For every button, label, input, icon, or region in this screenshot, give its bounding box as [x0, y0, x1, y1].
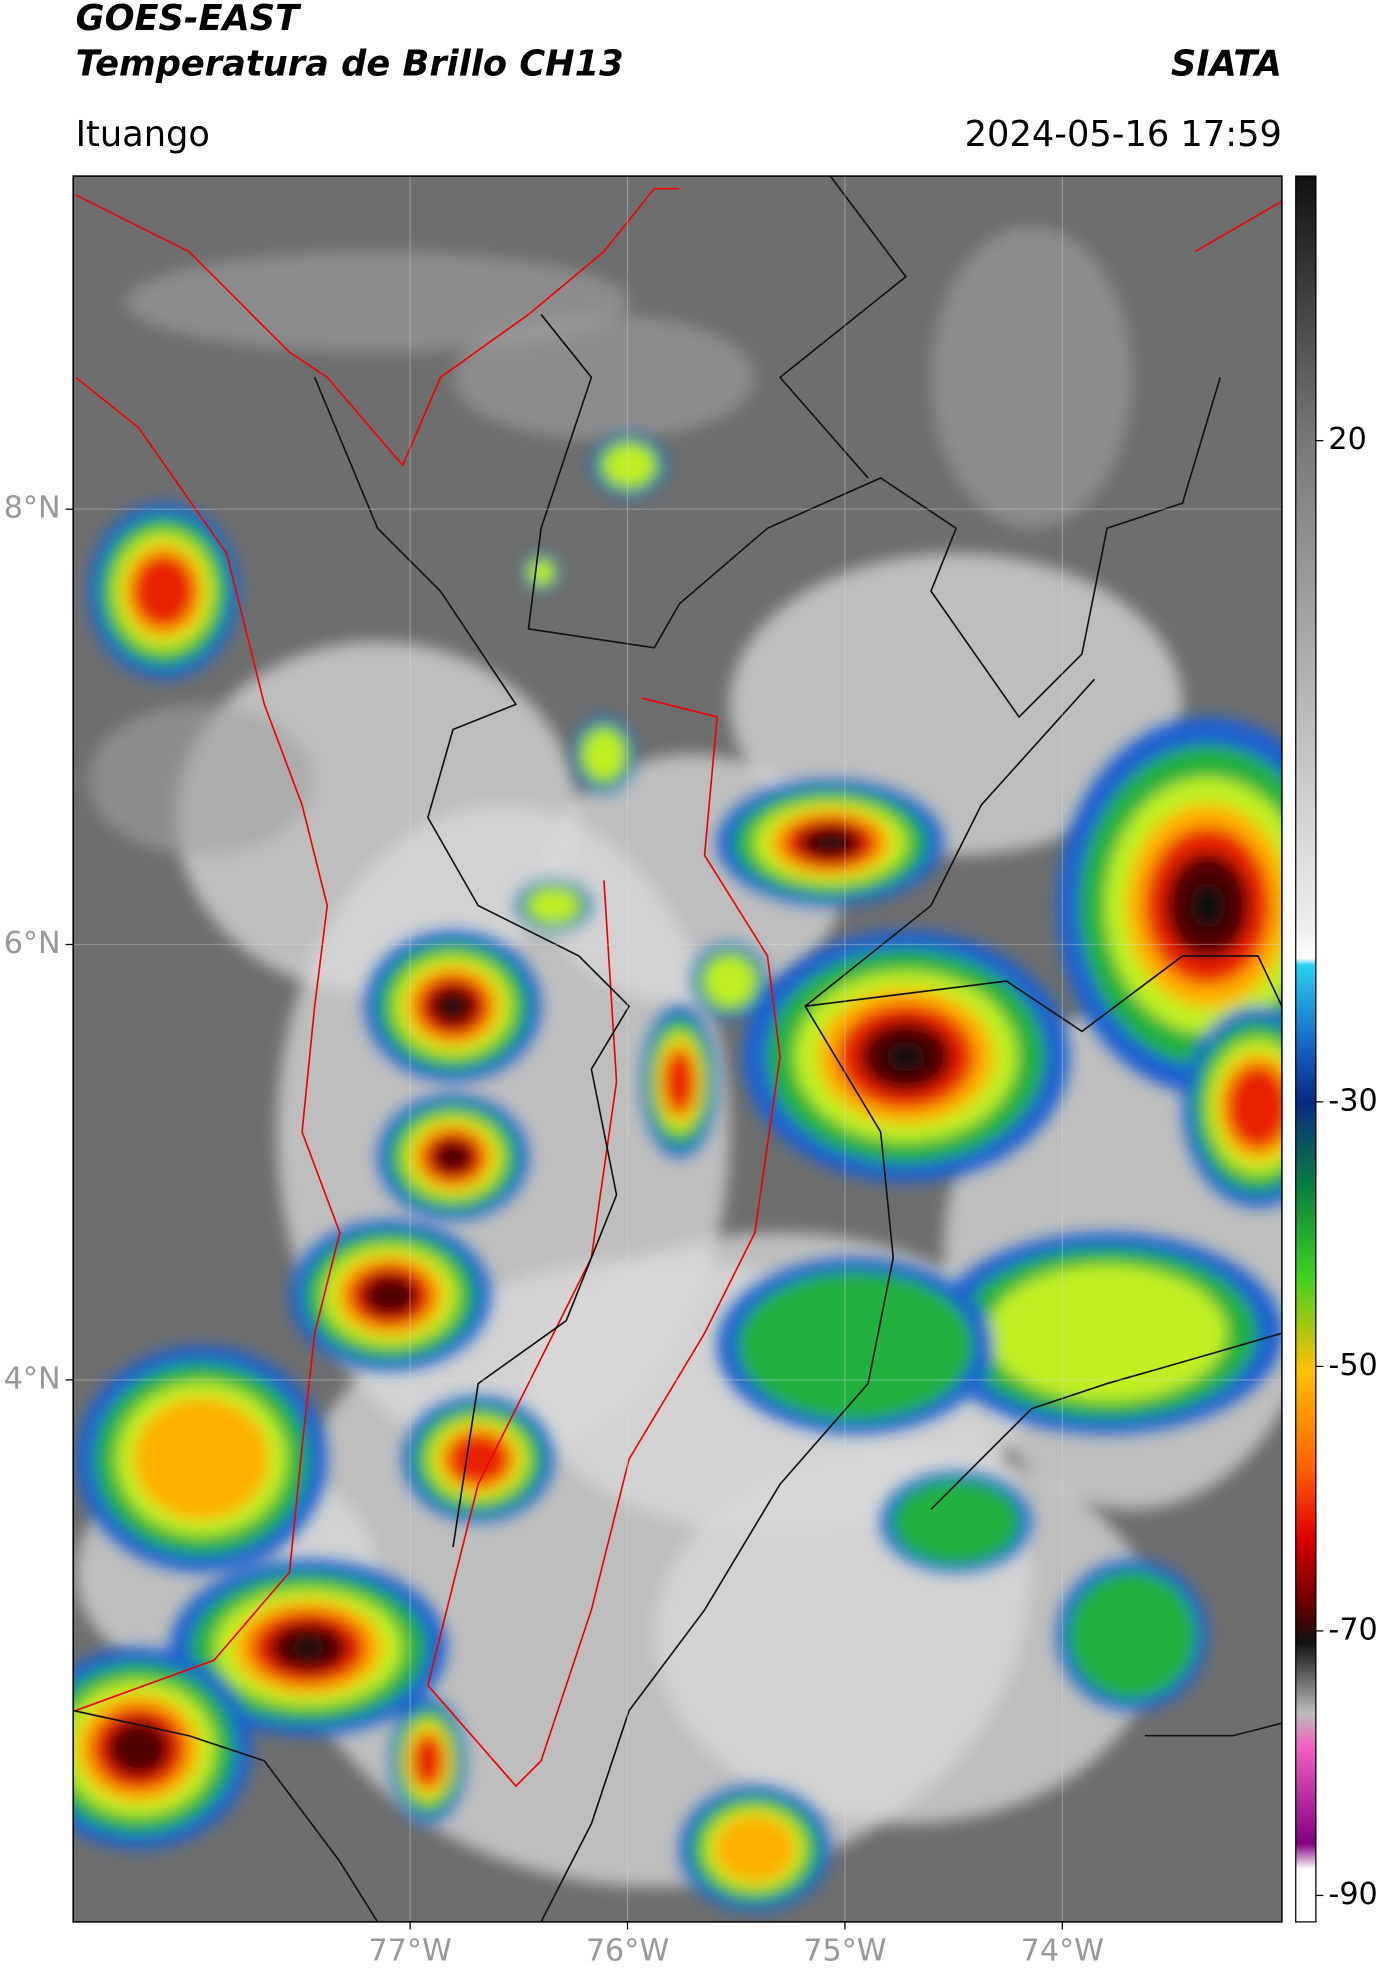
storm-layer [987, 1264, 1227, 1402]
storm-layer [527, 888, 580, 923]
storm-layer [133, 1397, 270, 1521]
location: Ituango [76, 114, 210, 155]
storm-layer [442, 997, 464, 1016]
storm-layer [291, 1637, 325, 1659]
storm-layer [582, 729, 626, 781]
boundaries [73, 176, 1282, 1922]
cloud [654, 1446, 1158, 1824]
storm-layer [132, 554, 196, 629]
x-tick-label: 76°W [586, 1934, 669, 1969]
y-tick-label: 8°N [4, 491, 61, 526]
storm-cells [73, 433, 1282, 1912]
storm-layer [603, 443, 655, 487]
cloud [930, 226, 1133, 529]
storm-layer [412, 1734, 444, 1788]
cloud [88, 704, 315, 856]
storm-layer [816, 835, 844, 851]
cloud [453, 314, 755, 441]
storm-layer [1226, 1064, 1282, 1150]
storm-layer [361, 1274, 419, 1317]
y-tick-label: 6°N [4, 926, 61, 961]
storm-layer [431, 1139, 475, 1175]
map-frame [72, 175, 1283, 1923]
colorbar-tick-label: 20 [1328, 422, 1366, 457]
subtitle: Temperatura de Brillo CH13 [76, 43, 624, 84]
cloud [729, 553, 1183, 856]
colorbar-tick-label: -50 [1328, 1348, 1377, 1383]
x-tick-label: 75°W [803, 1934, 886, 1969]
colorbar-tick-label: -70 [1328, 1612, 1377, 1647]
source: SIATA [1171, 43, 1282, 84]
satellite-image [73, 176, 1282, 1922]
storm-layer [704, 955, 756, 1007]
colorbar-tick-label: -90 [1328, 1877, 1377, 1912]
storm-layer [737, 1270, 974, 1421]
storm-layer [446, 1432, 510, 1486]
x-tick-label: 77°W [368, 1934, 451, 1969]
storm-layer [891, 1479, 1021, 1565]
storm-layer [1189, 882, 1226, 929]
title: GOES-EAST [76, 0, 302, 39]
storm-layer [1068, 1570, 1197, 1700]
colorbar-tick-label: -30 [1328, 1083, 1377, 1118]
y-tick-label: 4°N [4, 1361, 61, 1396]
x-tick-label: 74°W [1021, 1934, 1104, 1969]
storm-layer [528, 559, 554, 586]
colorbar [1295, 175, 1317, 1923]
cloud [126, 251, 630, 353]
storm-layer [886, 1041, 926, 1072]
storm-layer [106, 1720, 171, 1777]
datetime: 2024-05-16 17:59 [965, 114, 1282, 155]
storm-layer [714, 1814, 796, 1883]
storm-layer [663, 1049, 696, 1114]
